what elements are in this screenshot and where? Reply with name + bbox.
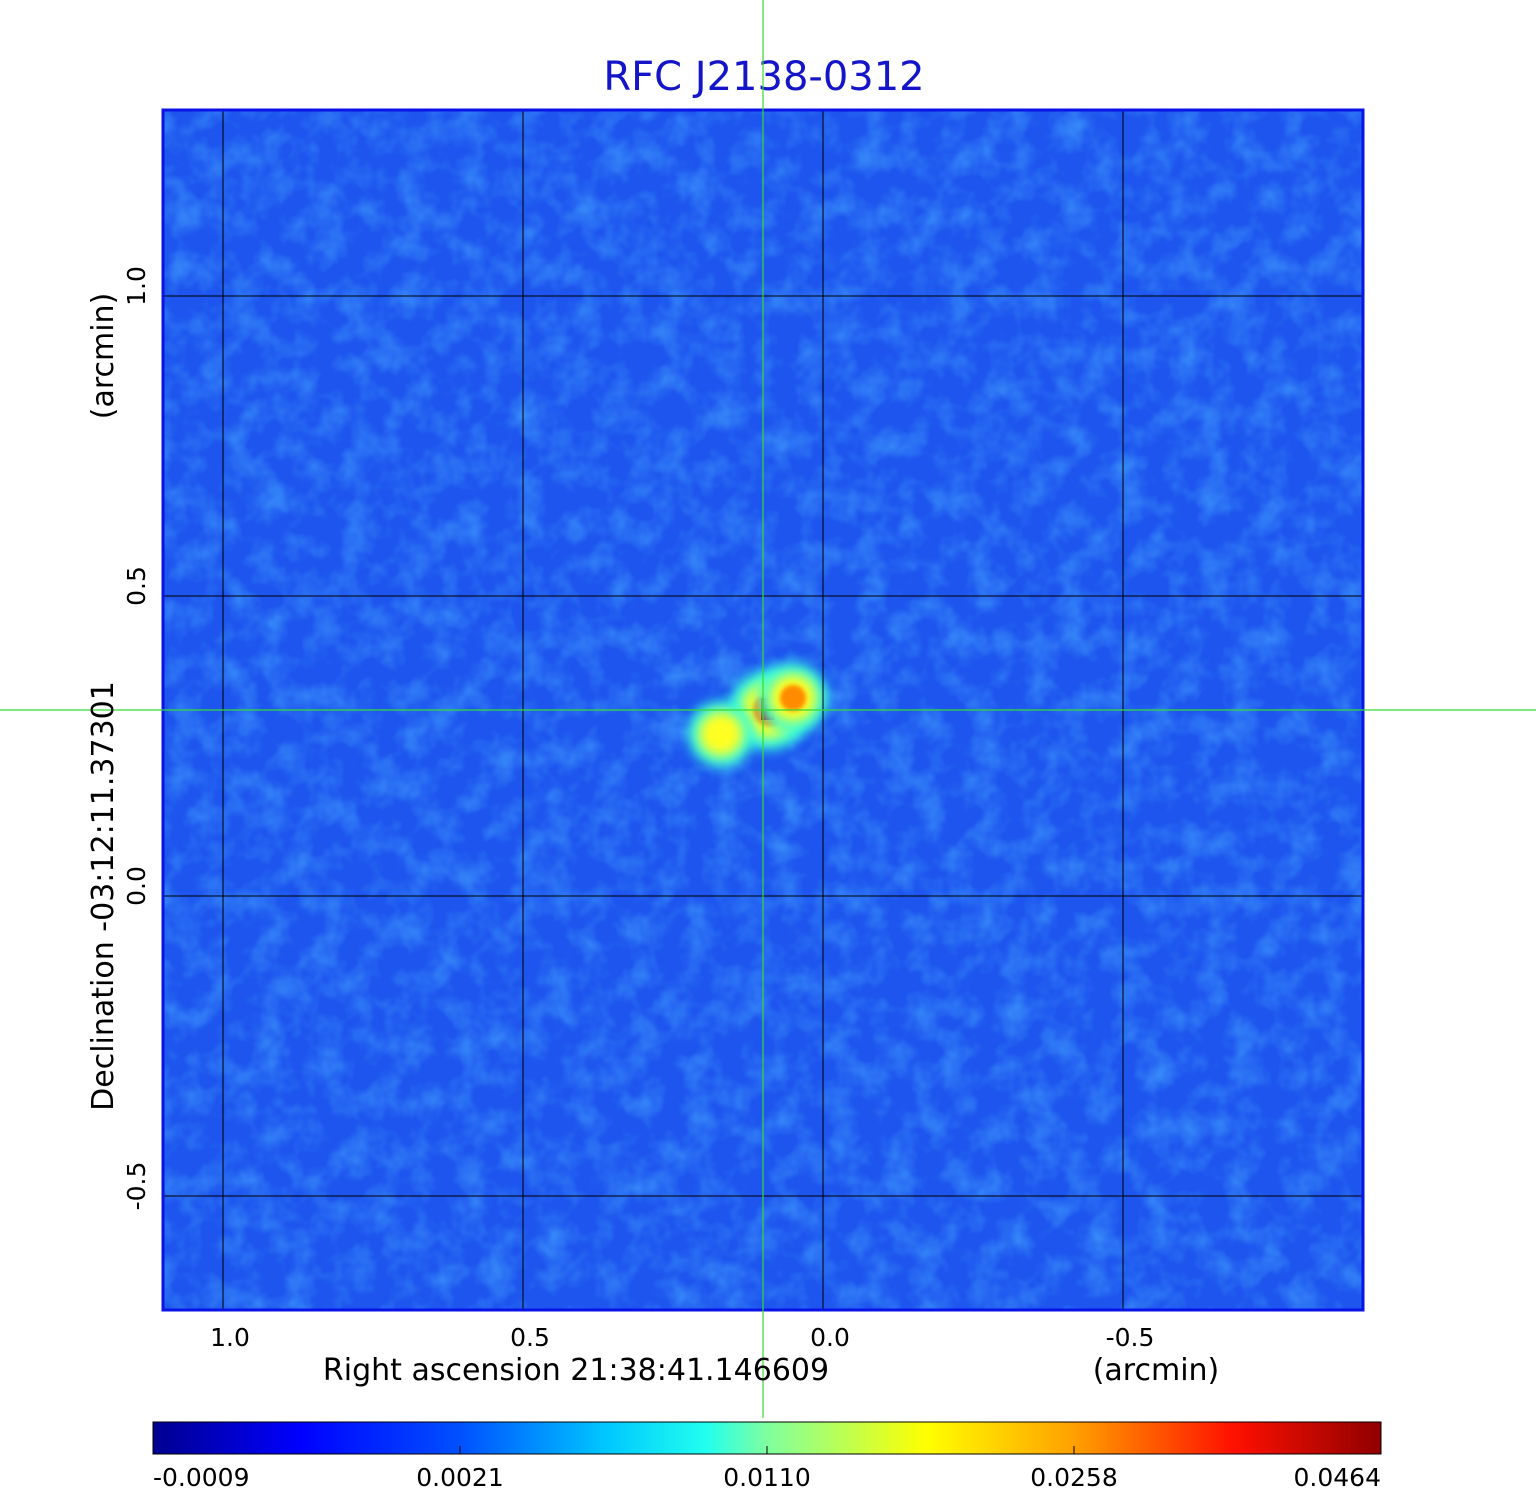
- y-tick-label: 1.0: [122, 266, 151, 306]
- colorbar-tick-label: 0.0021: [416, 1463, 503, 1492]
- x-tick-labels: 1.0 0.5 0.0 -0.5: [210, 1323, 1154, 1352]
- x-tick-label: 1.0: [210, 1323, 250, 1352]
- y-tick-label: -0.5: [122, 1162, 151, 1211]
- x-tick-label: 0.0: [810, 1323, 850, 1352]
- crosshair: [0, 0, 1536, 1418]
- colorbar-tick-label: -0.0009: [153, 1463, 250, 1492]
- x-tick-label: -0.5: [1106, 1323, 1155, 1352]
- colorbar-tick-label: 0.0464: [1294, 1463, 1381, 1492]
- y-tick-labels: 1.0 0.5 0.0 -0.5: [122, 266, 151, 1210]
- x-tick-label: 0.5: [510, 1323, 550, 1352]
- colorbar-tick-label: 0.0258: [1030, 1463, 1117, 1492]
- x-axis-label: Right ascension 21:38:41.146609: [323, 1353, 829, 1388]
- colorbar-tick-label: 0.0110: [723, 1463, 810, 1492]
- source-blob: [688, 701, 754, 767]
- y-axis-label: Declination -03:12:11.37301: [86, 681, 121, 1111]
- y-tick-label: 0.0: [122, 866, 151, 906]
- plot-title: RFC J2138-0312: [603, 54, 924, 100]
- x-axis-unit: (arcmin): [1093, 1353, 1220, 1388]
- y-tick-label: 0.5: [122, 566, 151, 606]
- y-axis-unit: (arcmin): [86, 293, 121, 420]
- source-blob: [758, 663, 828, 733]
- colorbar-tick-labels: -0.0009 0.0021 0.0110 0.0258 0.0464: [153, 1446, 1381, 1492]
